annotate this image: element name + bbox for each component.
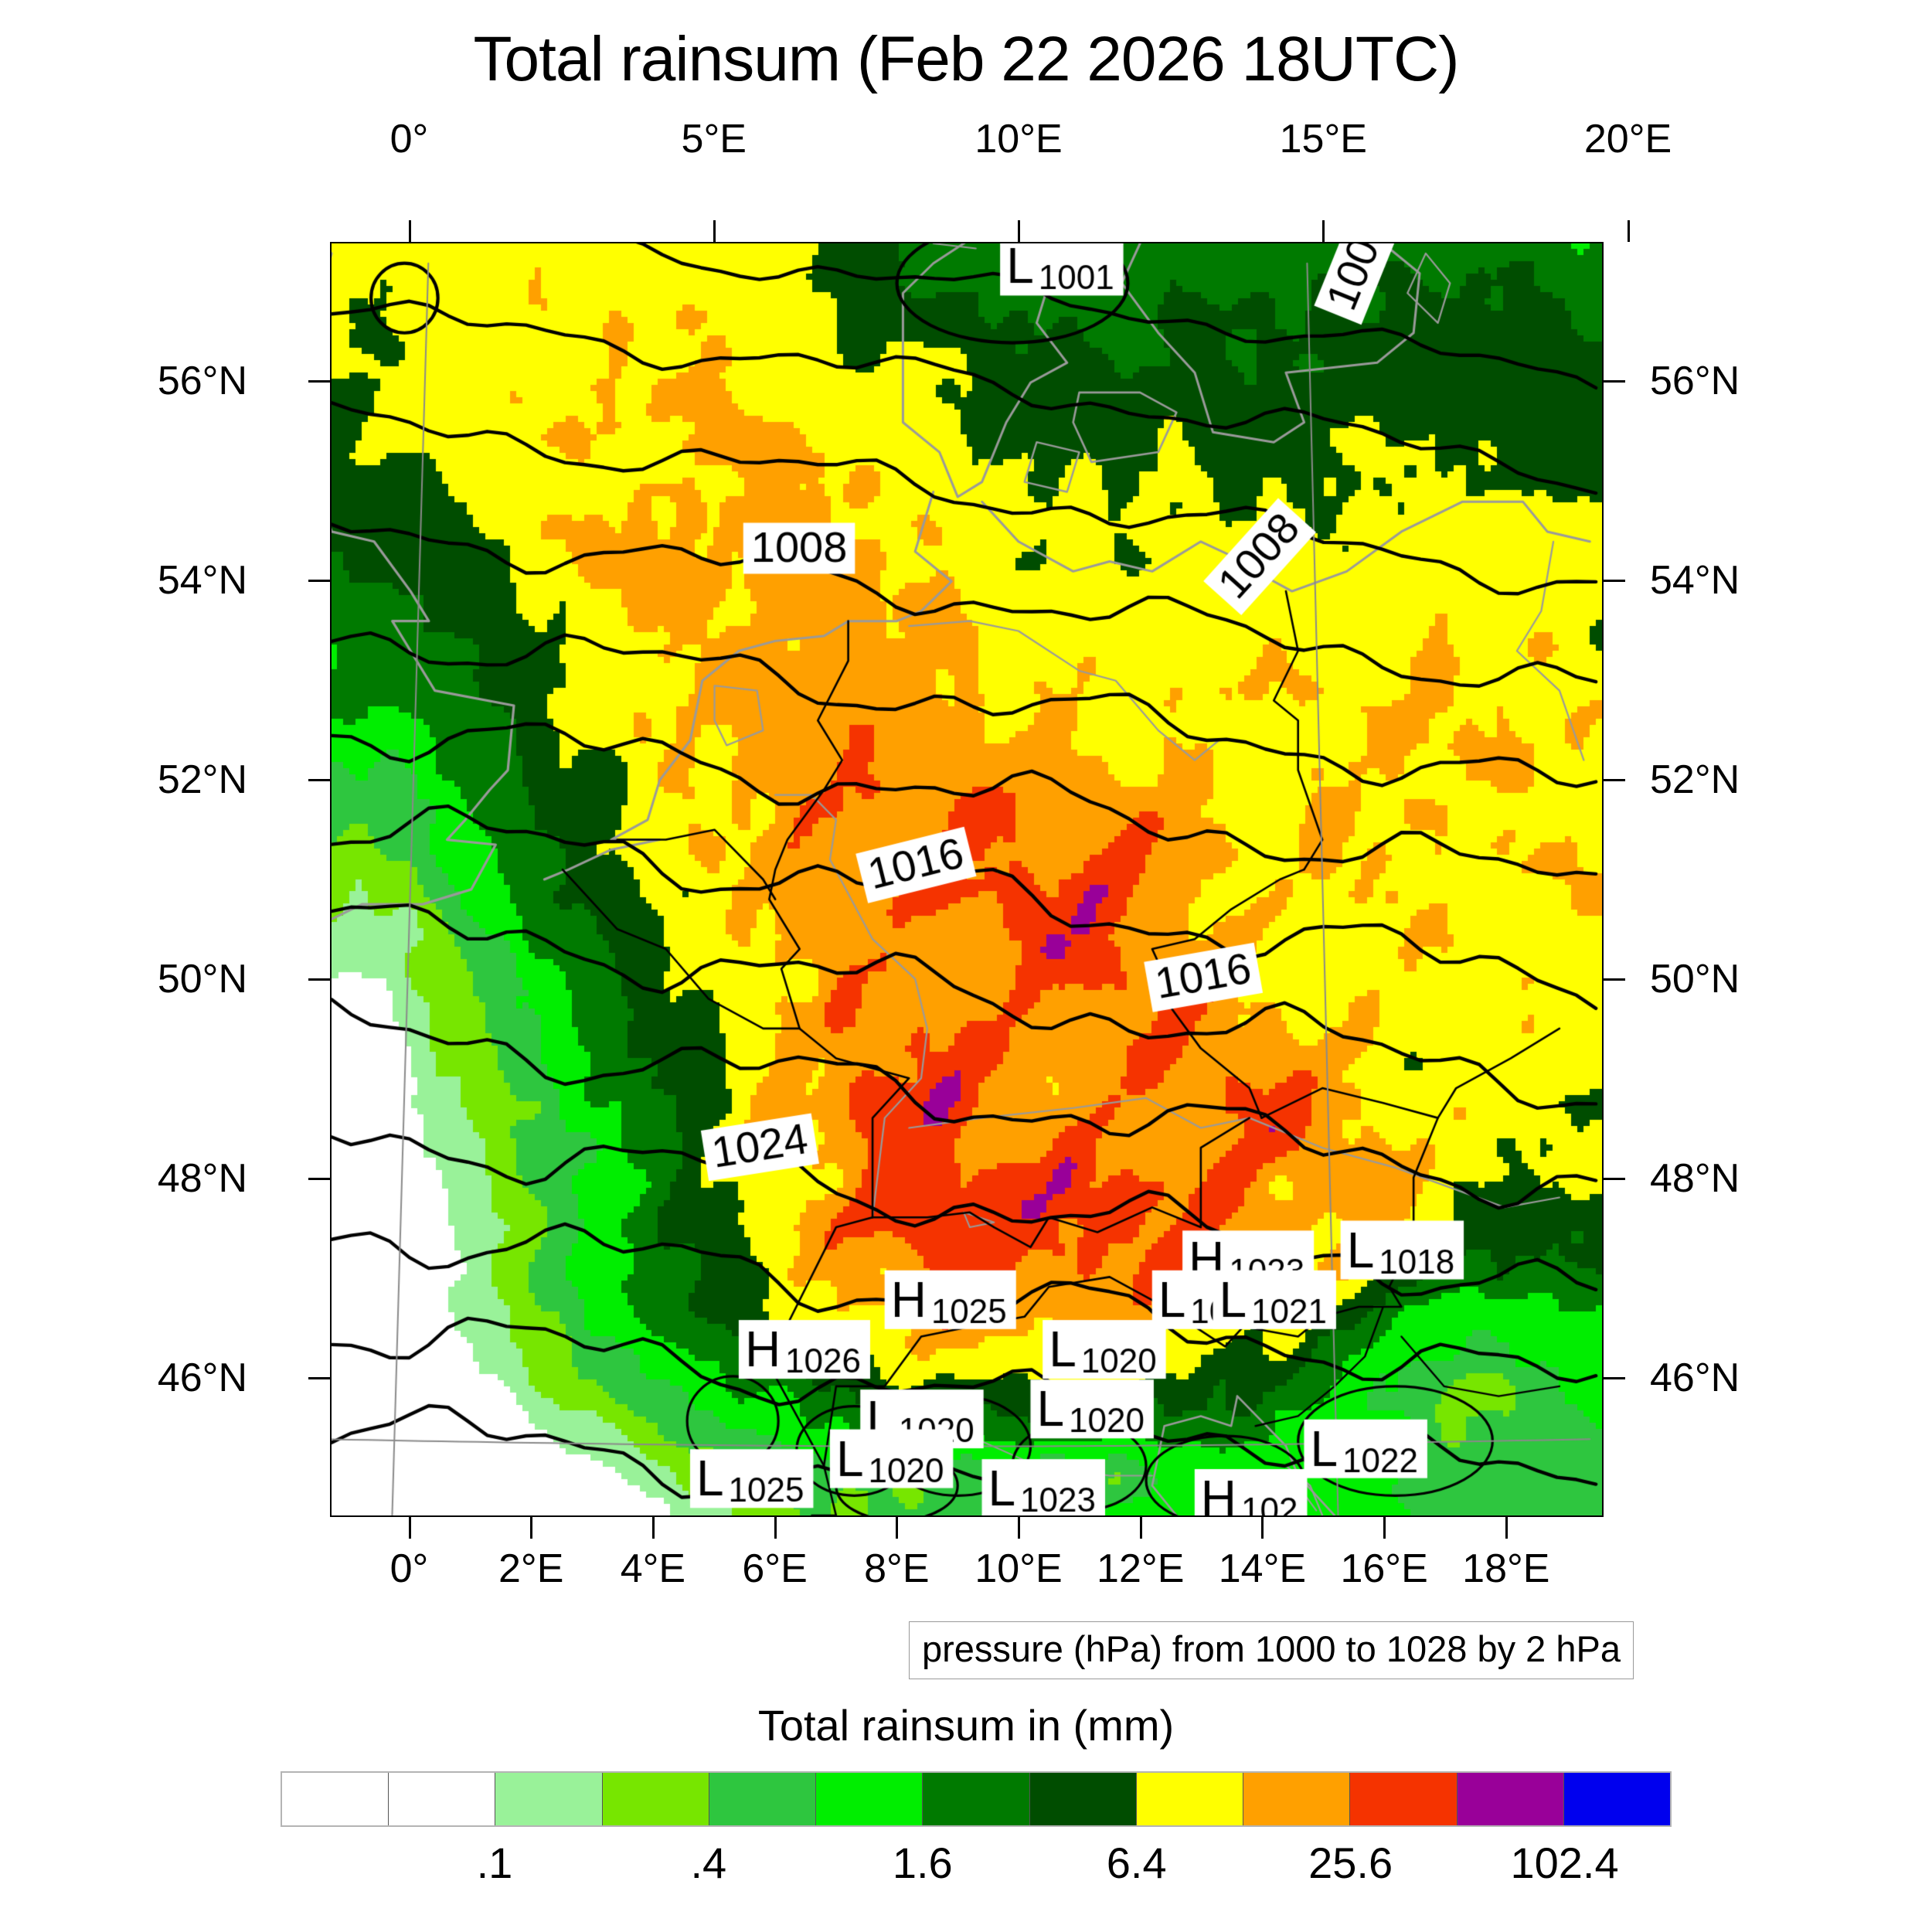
bottom-axis-tick bbox=[1505, 1517, 1508, 1539]
page-title: Total rainsum (Feb 22 2026 18UTC) bbox=[473, 24, 1459, 94]
left-axis-label: 50°N bbox=[157, 956, 247, 1002]
top-axis-tick bbox=[1322, 220, 1325, 242]
colorbar-cell[interactable] bbox=[923, 1773, 1030, 1825]
colorbar-cell[interactable] bbox=[1457, 1773, 1564, 1825]
left-axis-label: 56°N bbox=[157, 359, 247, 404]
colorbar-cell[interactable] bbox=[1563, 1773, 1671, 1825]
bottom-axis-tick bbox=[408, 1517, 411, 1539]
precipitation-map-canvas bbox=[332, 243, 1602, 1515]
colorbar-cell[interactable] bbox=[1029, 1773, 1137, 1825]
bottom-axis-label: 12°E bbox=[1097, 1546, 1185, 1591]
colorbar-tick-label: .1 bbox=[476, 1838, 513, 1887]
colorbar-cell[interactable] bbox=[389, 1773, 496, 1825]
bottom-axis-label: 6°E bbox=[742, 1546, 808, 1591]
colorbar-tick-labels: .1 .4 1.6 6.4 25.6 102.4 bbox=[0, 1838, 1932, 1907]
left-axis-tick bbox=[308, 1376, 330, 1379]
top-axis-tick bbox=[1627, 220, 1630, 242]
left-axis-label: 46°N bbox=[157, 1355, 247, 1400]
right-axis-label: 56°N bbox=[1650, 359, 1740, 404]
bottom-axis-tick bbox=[1139, 1517, 1142, 1539]
colorbar-tick-label: 102.4 bbox=[1510, 1838, 1619, 1887]
bottom-axis-tick bbox=[530, 1517, 533, 1539]
left-axis-tick bbox=[308, 779, 330, 782]
right-axis-tick bbox=[1604, 978, 1625, 981]
bottom-axis-tick bbox=[1383, 1517, 1386, 1539]
left-axis-tick bbox=[308, 580, 330, 583]
colorbar-title: Total rainsum in (mm) bbox=[757, 1701, 1175, 1750]
colorbar-cell[interactable] bbox=[1136, 1773, 1244, 1825]
top-axis-label: 0° bbox=[389, 117, 429, 162]
colorbar-cell[interactable] bbox=[1243, 1773, 1351, 1825]
left-axis-label: 54°N bbox=[157, 558, 247, 604]
colorbar-cell[interactable] bbox=[1350, 1773, 1458, 1825]
colorbar-cell[interactable] bbox=[602, 1773, 709, 1825]
right-axis-tick bbox=[1604, 1376, 1625, 1379]
top-axis-label: 15°E bbox=[1279, 117, 1367, 162]
colorbar-tick-label: 6.4 bbox=[1106, 1838, 1167, 1887]
right-axis-label: 52°N bbox=[1650, 757, 1740, 803]
top-axis-tick bbox=[1018, 220, 1021, 242]
bottom-axis-label: 2°E bbox=[498, 1546, 564, 1591]
pressure-legend: pressure (hPa) from 1000 to 1028 by 2 hP… bbox=[909, 1621, 1634, 1679]
colorbar-cell[interactable] bbox=[495, 1773, 603, 1825]
top-axis-label: 10°E bbox=[975, 117, 1063, 162]
bottom-axis-label: 0° bbox=[389, 1546, 429, 1591]
bottom-axis-label: 16°E bbox=[1340, 1546, 1428, 1591]
left-axis-tick bbox=[308, 1177, 330, 1180]
right-axis-tick bbox=[1604, 380, 1625, 383]
bottom-axis-label: 10°E bbox=[975, 1546, 1063, 1591]
colorbar-cell[interactable] bbox=[816, 1773, 923, 1825]
right-axis-tick bbox=[1604, 1177, 1625, 1180]
top-axis-label: 20°E bbox=[1583, 117, 1672, 162]
bottom-axis-label: 4°E bbox=[620, 1546, 686, 1591]
colorbar[interactable] bbox=[281, 1771, 1672, 1827]
bottom-axis-label: 18°E bbox=[1462, 1546, 1550, 1591]
left-axis-tick bbox=[308, 978, 330, 981]
colorbar-tick-label: 1.6 bbox=[892, 1838, 953, 1887]
bottom-axis-tick bbox=[651, 1517, 655, 1539]
top-axis-label: 5°E bbox=[681, 117, 747, 162]
right-axis-label: 46°N bbox=[1650, 1355, 1740, 1400]
right-axis-tick bbox=[1604, 580, 1625, 583]
colorbar-tick-label: .4 bbox=[690, 1838, 727, 1887]
right-axis-label: 50°N bbox=[1650, 956, 1740, 1002]
colorbar-tick-label: 25.6 bbox=[1308, 1838, 1393, 1887]
colorbar-cell[interactable] bbox=[709, 1773, 817, 1825]
top-axis-tick bbox=[713, 220, 716, 242]
top-axis-tick bbox=[408, 220, 411, 242]
left-axis-tick bbox=[308, 380, 330, 383]
bottom-axis-tick bbox=[896, 1517, 899, 1539]
bottom-axis-tick bbox=[1261, 1517, 1264, 1539]
bottom-axis-tick bbox=[1018, 1517, 1021, 1539]
left-axis-label: 52°N bbox=[157, 757, 247, 803]
left-axis-label: 48°N bbox=[157, 1155, 247, 1201]
right-axis-tick bbox=[1604, 779, 1625, 782]
map-plot-area bbox=[330, 242, 1604, 1517]
bottom-axis-tick bbox=[774, 1517, 777, 1539]
right-axis-label: 54°N bbox=[1650, 558, 1740, 604]
bottom-axis-label: 14°E bbox=[1218, 1546, 1307, 1591]
right-axis-label: 48°N bbox=[1650, 1155, 1740, 1201]
bottom-axis-label: 8°E bbox=[864, 1546, 930, 1591]
colorbar-cell[interactable] bbox=[282, 1773, 389, 1825]
